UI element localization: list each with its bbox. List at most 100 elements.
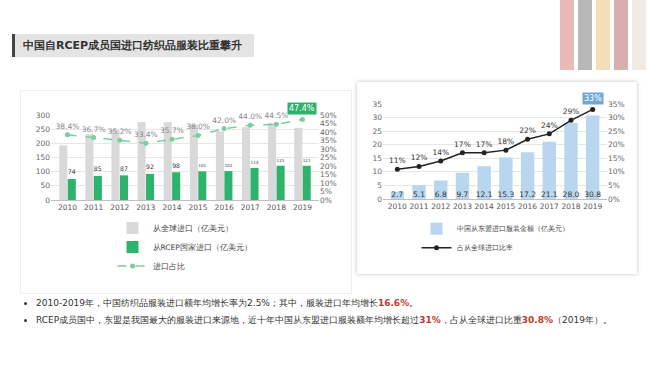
svg-text:0%: 0% bbox=[320, 196, 332, 205]
svg-text:6.8: 6.8 bbox=[435, 190, 447, 199]
svg-text:30%: 30% bbox=[608, 113, 625, 122]
svg-text:30: 30 bbox=[372, 113, 382, 122]
svg-text:2010: 2010 bbox=[58, 203, 77, 212]
svg-text:35%: 35% bbox=[608, 100, 625, 109]
svg-text:150: 150 bbox=[36, 153, 51, 162]
svg-text:10%: 10% bbox=[608, 167, 625, 176]
svg-text:35: 35 bbox=[372, 100, 382, 109]
svg-text:2015: 2015 bbox=[189, 203, 208, 212]
svg-text:101: 101 bbox=[198, 163, 206, 168]
svg-text:5: 5 bbox=[377, 181, 382, 190]
svg-text:2019: 2019 bbox=[293, 203, 312, 212]
svg-text:28.0: 28.0 bbox=[563, 190, 580, 199]
svg-text:2011: 2011 bbox=[84, 203, 103, 212]
svg-text:占从全球进口比率: 占从全球进口比率 bbox=[457, 244, 513, 252]
svg-text:121: 121 bbox=[303, 158, 311, 163]
svg-text:0: 0 bbox=[377, 195, 382, 204]
svg-text:121: 121 bbox=[277, 158, 285, 163]
svg-text:30.8: 30.8 bbox=[584, 190, 601, 199]
svg-text:12%: 12% bbox=[411, 153, 428, 162]
svg-text:25%: 25% bbox=[608, 127, 625, 136]
svg-text:2.7: 2.7 bbox=[391, 190, 403, 199]
svg-text:98: 98 bbox=[172, 162, 180, 169]
svg-text:10%: 10% bbox=[320, 179, 337, 188]
svg-text:2012: 2012 bbox=[110, 203, 129, 212]
svg-text:33%: 33% bbox=[584, 94, 602, 103]
svg-text:38.0%: 38.0% bbox=[186, 122, 210, 131]
svg-text:35.2%: 35.2% bbox=[108, 127, 132, 136]
svg-text:17%: 17% bbox=[454, 140, 471, 149]
svg-text:36.7%: 36.7% bbox=[82, 125, 106, 134]
svg-text:2017: 2017 bbox=[241, 203, 260, 212]
svg-text:200: 200 bbox=[36, 139, 51, 148]
svg-text:42.0%: 42.0% bbox=[212, 116, 236, 125]
svg-text:50%: 50% bbox=[320, 111, 337, 120]
svg-text:102: 102 bbox=[224, 163, 232, 168]
svg-text:85: 85 bbox=[94, 165, 102, 172]
svg-text:25: 25 bbox=[372, 127, 382, 136]
svg-text:2018: 2018 bbox=[561, 202, 580, 211]
svg-text:中国从东盟进口服装金额（亿美元）: 中国从东盟进口服装金额（亿美元） bbox=[457, 225, 569, 233]
svg-text:从RCEP国家进口（亿美元）: 从RCEP国家进口（亿美元） bbox=[153, 243, 252, 252]
svg-text:24%: 24% bbox=[541, 121, 558, 130]
svg-text:11%: 11% bbox=[389, 156, 406, 165]
svg-text:38.4%: 38.4% bbox=[56, 122, 80, 131]
svg-text:2010: 2010 bbox=[388, 202, 407, 211]
svg-text:33.4%: 33.4% bbox=[134, 130, 158, 139]
svg-text:29%: 29% bbox=[563, 107, 580, 116]
svg-text:2011: 2011 bbox=[409, 202, 428, 211]
svg-text:15: 15 bbox=[372, 154, 382, 163]
svg-text:5%: 5% bbox=[320, 187, 332, 196]
svg-text:17%: 17% bbox=[476, 140, 493, 149]
svg-text:30%: 30% bbox=[320, 145, 337, 154]
svg-text:45%: 45% bbox=[320, 119, 337, 128]
svg-text:2014: 2014 bbox=[475, 202, 494, 211]
svg-text:15%: 15% bbox=[320, 170, 337, 179]
svg-text:47.4%: 47.4% bbox=[289, 104, 315, 113]
svg-text:进口占比: 进口占比 bbox=[153, 262, 185, 271]
svg-text:87: 87 bbox=[120, 165, 128, 172]
html-text:中国自RCEP成员国进口纺织品服装比重攀升: 中国自RCEP成员国进口纺织品服装比重攀升 bbox=[23, 39, 243, 52]
svg-text:2014: 2014 bbox=[162, 203, 181, 212]
svg-text:2013: 2013 bbox=[136, 203, 155, 212]
svg-text:从全球进口（亿美元）: 从全球进口（亿美元） bbox=[153, 224, 233, 233]
svg-text:2012: 2012 bbox=[431, 202, 450, 211]
svg-text:20: 20 bbox=[372, 140, 382, 149]
svg-text:10: 10 bbox=[372, 167, 382, 176]
svg-text:17.2: 17.2 bbox=[519, 190, 536, 199]
svg-text:18%: 18% bbox=[498, 137, 515, 146]
svg-text:250: 250 bbox=[36, 125, 51, 134]
svg-text:2016: 2016 bbox=[215, 203, 234, 212]
svg-text:15.3: 15.3 bbox=[497, 190, 514, 199]
svg-text:2016: 2016 bbox=[518, 202, 537, 211]
svg-text:40%: 40% bbox=[320, 128, 337, 137]
svg-text:5.1: 5.1 bbox=[413, 190, 425, 199]
svg-text:20%: 20% bbox=[320, 162, 337, 171]
svg-text:5%: 5% bbox=[608, 181, 620, 190]
svg-text:21.1: 21.1 bbox=[541, 190, 558, 199]
svg-text:92: 92 bbox=[146, 163, 154, 170]
svg-text:0: 0 bbox=[45, 196, 50, 205]
svg-text:20%: 20% bbox=[608, 140, 625, 149]
svg-text:2017: 2017 bbox=[540, 202, 559, 211]
svg-text:35%: 35% bbox=[320, 136, 337, 145]
svg-text:2013: 2013 bbox=[453, 202, 472, 211]
svg-text:100: 100 bbox=[36, 167, 51, 176]
svg-text:35.7%: 35.7% bbox=[160, 126, 184, 135]
svg-text:0%: 0% bbox=[608, 195, 620, 204]
svg-text:74: 74 bbox=[68, 168, 76, 175]
svg-text:25%: 25% bbox=[320, 153, 337, 162]
svg-text:9.7: 9.7 bbox=[456, 190, 468, 199]
svg-text:15%: 15% bbox=[608, 154, 625, 163]
svg-text:12.1: 12.1 bbox=[476, 190, 493, 199]
svg-text:300: 300 bbox=[36, 111, 51, 120]
svg-text:14%: 14% bbox=[432, 148, 449, 157]
svg-text:113: 113 bbox=[250, 160, 258, 165]
svg-text:22%: 22% bbox=[519, 126, 536, 135]
svg-text:44.5%: 44.5% bbox=[264, 111, 288, 120]
svg-text:50: 50 bbox=[40, 181, 50, 190]
svg-text:2015: 2015 bbox=[496, 202, 515, 211]
svg-text:2019: 2019 bbox=[583, 202, 602, 211]
svg-text:2018: 2018 bbox=[267, 203, 286, 212]
svg-text:44.0%: 44.0% bbox=[238, 112, 262, 121]
